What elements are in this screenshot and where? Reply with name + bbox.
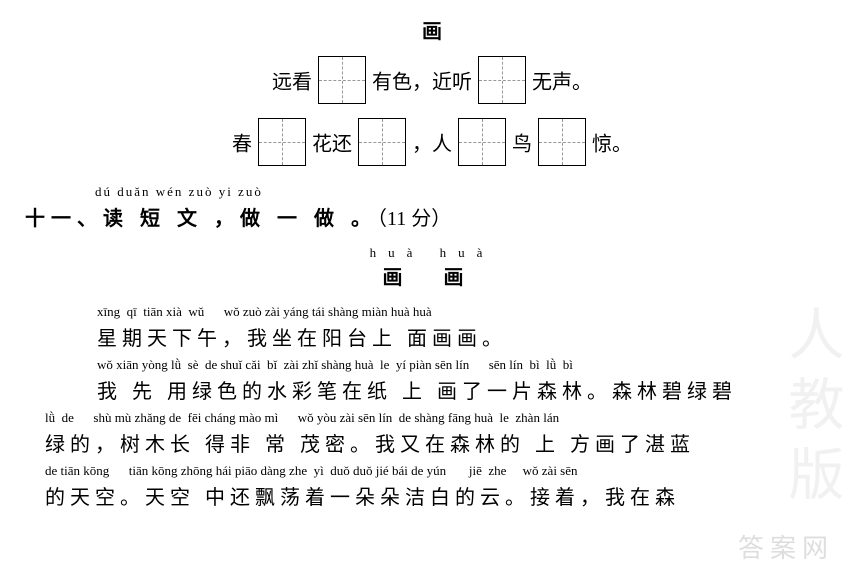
char-box — [478, 56, 526, 104]
char-box — [458, 118, 506, 166]
poem-line-1: 远看 有色，近听 无声。 — [25, 56, 839, 104]
pinyin-line: lǜ de shù mù zhǎng de fēi cháng mào mì w… — [45, 410, 839, 426]
section-11-number: 十一、 — [25, 208, 103, 230]
poem-l2-seg3: ，人 — [412, 134, 452, 156]
char-box — [258, 118, 306, 166]
han-line: 我 先 用绿色的水彩笔在纸 上 画了一片森林。森林碧绿碧 — [97, 375, 839, 404]
passage-title-pinyin: huà huà — [25, 245, 839, 261]
section-11-header: dú duǎn wén zuò yi zuò 十一、读 短 文 ，做 一 做 。… — [25, 184, 839, 231]
poem-title-text: 画 — [422, 21, 442, 43]
passage-line: xīng qī tiān xià wǔ wǒ zuò zài yáng tái … — [25, 304, 839, 351]
section-11-pinyin: dú duǎn wén zuò yi zuò — [95, 184, 839, 200]
passage-line: wǒ xiān yòng lǜ sè de shuǐ cǎi bǐ zài zh… — [25, 357, 839, 404]
han-line: 星期天下午，我坐在阳台上 面画画。 — [97, 322, 839, 351]
char-box — [358, 118, 406, 166]
poem-l2-seg1: 春 — [232, 134, 252, 156]
han-line: 绿的，树木长 得非 常 茂密。我又在森林的 上 方画了湛蓝 — [45, 428, 839, 457]
section-11-han: 十一、读 短 文 ，做 一 做 。（11 分） — [25, 202, 839, 231]
poem-l1-seg2: 有色，近听 — [372, 72, 472, 94]
char-box — [318, 56, 366, 104]
section-11-score: （11 分） — [377, 208, 451, 230]
pinyin-line: de tiān kōng tiān kōng zhōng hái piāo dà… — [45, 463, 839, 479]
passage-title: huà huà 画 画 — [25, 245, 839, 290]
poem-title: 画 — [25, 15, 839, 44]
passage-title-han: 画 画 — [25, 261, 839, 290]
pinyin-line: xīng qī tiān xià wǔ wǒ zuò zài yáng tái … — [97, 304, 839, 320]
poem-l1-seg3: 无声。 — [532, 72, 592, 94]
poem-l1-seg1: 远看 — [272, 72, 312, 94]
passage-line: lǜ de shù mù zhǎng de fēi cháng mào mì w… — [25, 410, 839, 457]
poem-l2-seg2: 花还 — [312, 134, 352, 156]
passage-line: de tiān kōng tiān kōng zhōng hái piāo dà… — [25, 463, 839, 510]
section-11-title: 读 短 文 ，做 一 做 。 — [103, 208, 377, 230]
char-box — [538, 118, 586, 166]
han-line: 的天空。天空 中还飘荡着一朵朵洁白的云。接着，我在森 — [45, 481, 839, 510]
pinyin-line: wǒ xiān yòng lǜ sè de shuǐ cǎi bǐ zài zh… — [97, 357, 839, 373]
watermark-bottom: 答案网 — [738, 528, 834, 565]
poem-l2-seg5: 惊。 — [592, 134, 632, 156]
poem-line-2: 春 花还 ，人 鸟 惊。 — [25, 118, 839, 166]
poem-l2-seg4: 鸟 — [512, 134, 532, 156]
